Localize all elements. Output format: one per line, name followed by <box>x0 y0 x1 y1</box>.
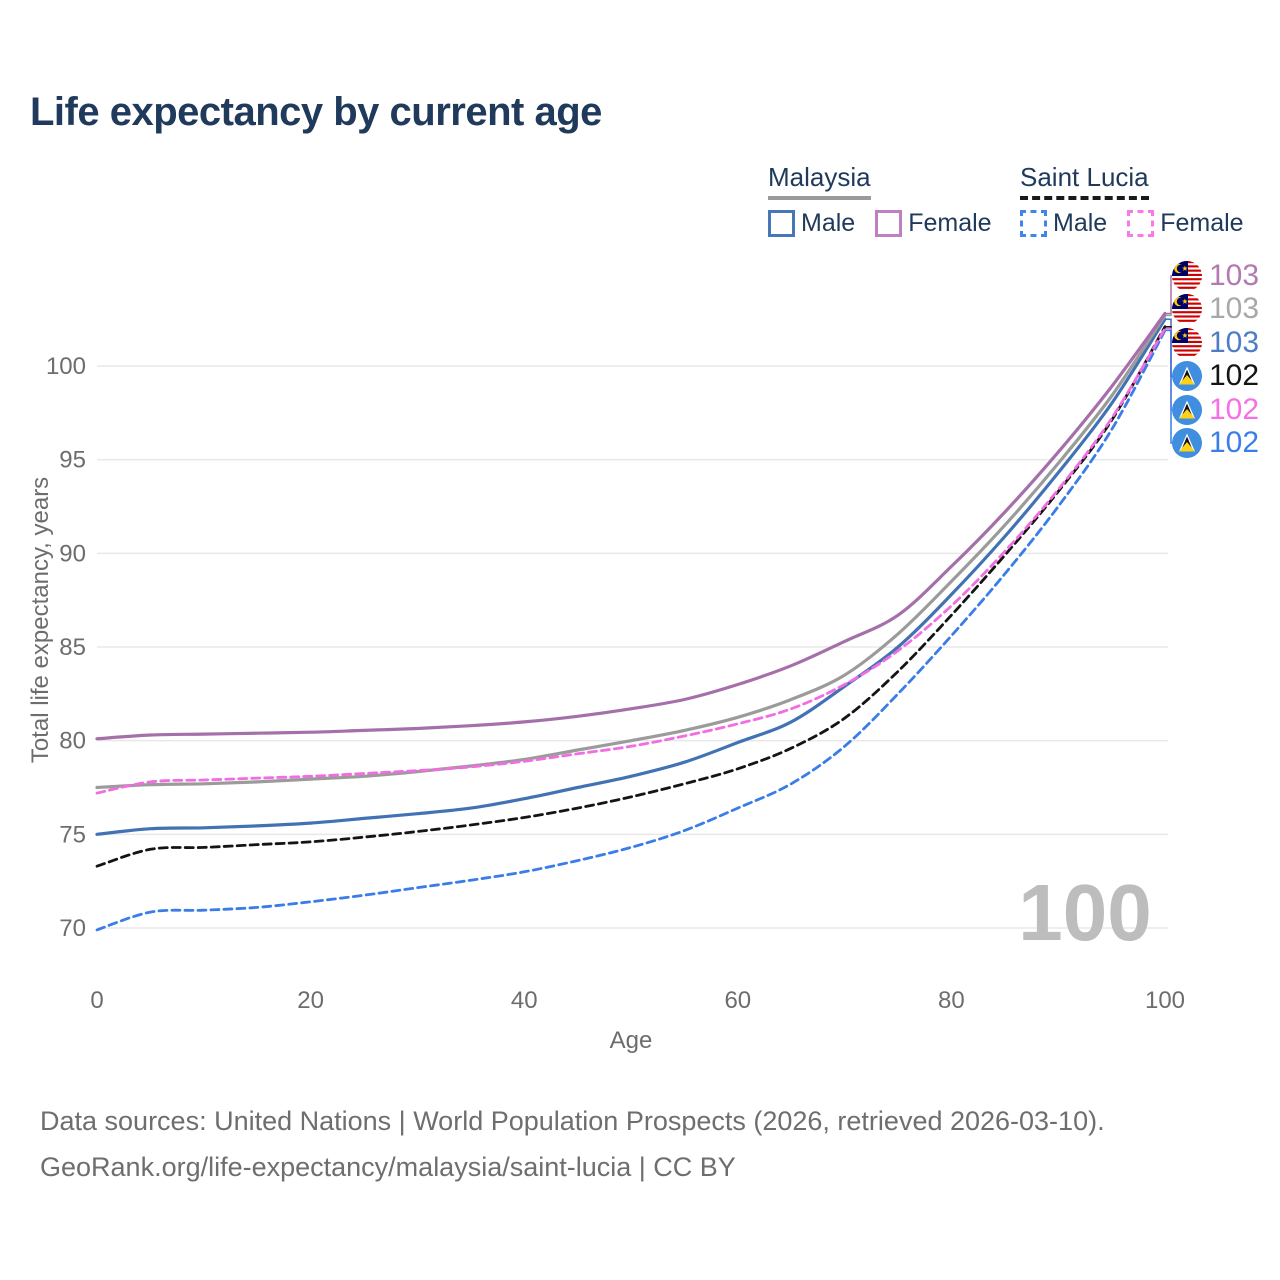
end-label-value: 103 <box>1209 326 1260 359</box>
dashed-line-swatch <box>1020 210 1047 237</box>
legend-items-saint-lucia: Male Female <box>1020 209 1244 238</box>
legend-items-malaysia: Male Female <box>768 209 992 238</box>
series-line-saint-lucia-male <box>95 329 1167 932</box>
end-label-row: 102 <box>1172 426 1259 460</box>
data-sources-line: Data sources: United Nations | World Pop… <box>40 1106 1105 1136</box>
legend-item-malaysia-female[interactable]: Female <box>875 209 992 238</box>
y-tick-label: 75 <box>59 821 86 848</box>
legend-item-label: Female <box>1160 209 1244 237</box>
attribution-line: GeoRank.org/life-expectancy/malaysia/sai… <box>40 1152 736 1182</box>
legend-item-saint-lucia-male[interactable]: Male <box>1020 209 1107 238</box>
y-tick-label: 95 <box>59 447 86 474</box>
end-label-value: 103 <box>1209 259 1260 292</box>
x-tick-label: 80 <box>938 987 965 1014</box>
x-tick-label: 20 <box>297 987 324 1014</box>
x-tick-label: 60 <box>724 987 751 1014</box>
end-label-row: 103 <box>1172 259 1259 293</box>
dashed-line-swatch <box>1127 210 1155 237</box>
chart-title: Life expectancy by current age <box>30 90 602 134</box>
legend-group-malaysia: Malaysia Male Female <box>768 162 992 238</box>
series-line-malaysia-both-sexes <box>95 313 1167 790</box>
y-axis-title: Total life expectancy, years <box>27 477 54 763</box>
end-label-row: 103 <box>1172 326 1259 360</box>
legend-item-saint-lucia-female[interactable]: Female <box>1127 209 1244 238</box>
x-tick-label: 0 <box>90 987 103 1014</box>
end-label-value: 102 <box>1209 426 1260 459</box>
series-line-malaysia-female <box>95 311 1167 741</box>
malaysia-flag-icon <box>1172 261 1202 291</box>
legend-item-label: Male <box>801 209 856 237</box>
series-line-malaysia-male <box>95 317 1167 836</box>
malaysia-flag-icon <box>1172 328 1202 358</box>
y-tick-label: 90 <box>59 540 86 567</box>
solid-line-swatch <box>875 210 903 237</box>
y-tick-label: 100 <box>46 353 86 380</box>
legend-item-label: Female <box>908 209 992 237</box>
saint-lucia-flag-icon <box>1172 395 1202 425</box>
y-tick-label: 70 <box>59 915 86 942</box>
y-tick-label: 80 <box>59 728 86 755</box>
saint-lucia-flag-icon <box>1172 428 1202 458</box>
legend-group-saint-lucia: Saint Lucia Male Female <box>1020 162 1244 238</box>
end-label-row: 103 <box>1172 292 1259 326</box>
saint-lucia-flag-icon <box>1172 361 1202 391</box>
footer: Data sources: United Nations | World Pop… <box>40 1106 1105 1198</box>
age-counter-watermark: 100 <box>1018 868 1151 957</box>
solid-line-swatch <box>768 210 795 237</box>
end-label-row: 102 <box>1172 393 1259 427</box>
legend-country-saint-lucia-label: Saint Lucia <box>1020 162 1149 200</box>
series-line-saint-lucia-both-sexes <box>95 325 1167 868</box>
x-tick-label: 100 <box>1145 987 1185 1014</box>
y-tick-label: 85 <box>59 634 86 661</box>
end-label-value: 103 <box>1209 292 1260 325</box>
end-label-row: 102 <box>1172 359 1259 393</box>
x-axis-title: Age <box>610 1027 653 1054</box>
series-line-saint-lucia-female <box>95 327 1167 795</box>
end-label-value: 102 <box>1209 393 1260 426</box>
end-label-value: 102 <box>1209 359 1260 392</box>
malaysia-flag-icon <box>1172 294 1202 324</box>
legend-country-malaysia-label: Malaysia <box>768 162 871 200</box>
x-tick-label: 40 <box>511 987 538 1014</box>
legend-item-malaysia-male[interactable]: Male <box>768 209 855 238</box>
legend-item-label: Male <box>1053 209 1108 237</box>
